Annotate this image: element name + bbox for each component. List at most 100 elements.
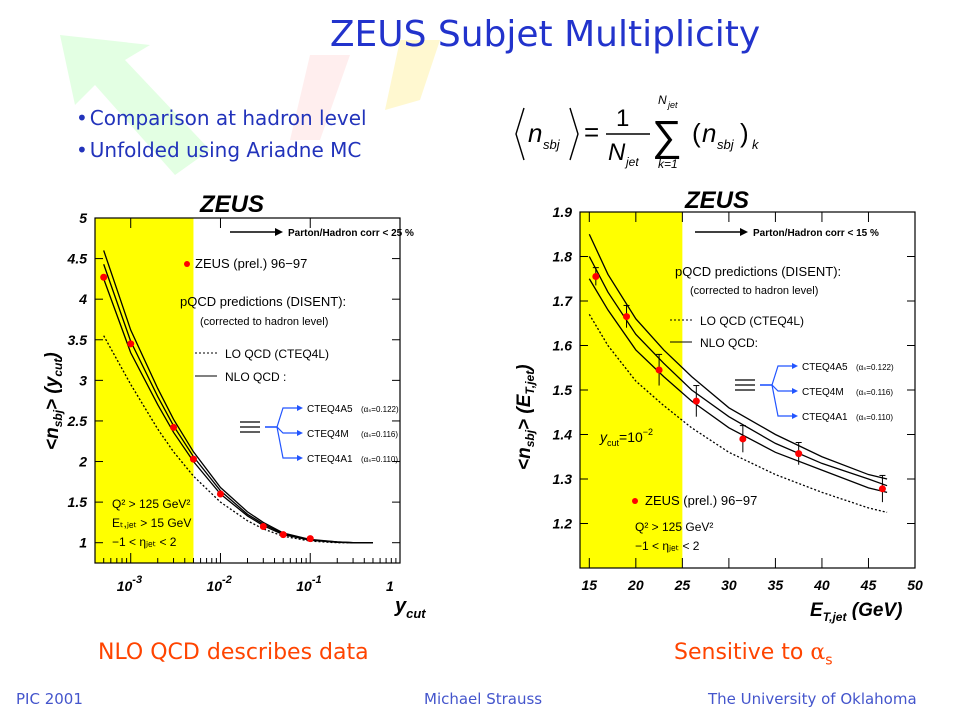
x-tick-label: 1 xyxy=(386,578,394,594)
y-tick-label: 4 xyxy=(78,291,87,307)
alpha-value-label: (αₛ=0.116) xyxy=(361,430,398,439)
data-point xyxy=(592,273,600,281)
x-tick-label: 40 xyxy=(813,577,830,593)
arrow-head xyxy=(740,228,748,236)
kinematic-cut-label: Q² > 125 GeV² xyxy=(635,520,713,534)
y-tick-label: 3 xyxy=(79,372,87,388)
parton-hadron-label: Parton/Hadron corr < 15 % xyxy=(753,228,879,239)
arrow-head xyxy=(275,228,283,236)
pqcd-label: pQCD predictions (DISENT): xyxy=(675,264,841,279)
pdf-arrow xyxy=(265,426,299,434)
alpha-value-label: (αₛ=0.110) xyxy=(856,413,893,422)
alpha-value-label: (αₛ=0.116) xyxy=(856,388,893,397)
pdf-arrow-head xyxy=(792,388,798,394)
alpha-value-label: (αₛ=0.122) xyxy=(361,405,399,414)
data-point xyxy=(692,397,700,405)
x-tick-label: 10-1 xyxy=(296,574,321,594)
nlo-legend-label: NLO QCD : xyxy=(225,370,286,384)
y-tick-label: 2 xyxy=(78,454,87,470)
pdf-label-cteq4a1: CTEQ4A1 xyxy=(802,412,848,423)
y-tick-label: 1 xyxy=(79,535,87,551)
chart-left-xlabel: ycut xyxy=(394,595,426,621)
series-line-cteq4a1 xyxy=(103,278,373,544)
y-tick-label: 1.4 xyxy=(553,427,573,443)
lo-legend-label: LO QCD (CTEQ4L) xyxy=(225,347,329,361)
y-tick-label: 1.9 xyxy=(553,204,573,220)
pdf-label-cteq4a5: CTEQ4A5 xyxy=(802,362,848,373)
data-point xyxy=(216,490,224,498)
pdf-arrow xyxy=(760,365,794,386)
data-point xyxy=(739,435,747,443)
y-tick-label: 1.5 xyxy=(68,494,88,510)
chart-right-ylabel: <nsbj> (ET,jet) xyxy=(514,364,537,470)
x-tick-label: 20 xyxy=(627,577,644,593)
footer-author: Michael Strauss xyxy=(424,690,543,708)
corrected-label: (corrected to hadron level) xyxy=(200,316,328,328)
pdf-label-cteq4m: CTEQ4M xyxy=(307,429,349,440)
svg-text:ET,jet (GeV): ET,jet (GeV) xyxy=(810,600,902,624)
svg-text:): ) xyxy=(740,118,749,148)
chart-subjet-vs-ycut: ZEUS 1 1.5 2 2.5 3 3.5 4 4.5 5 10-3 10-2 10-1 1 Parto… xyxy=(42,191,426,621)
x-tick-label: 30 xyxy=(721,577,737,593)
series-line-cteq4m xyxy=(588,256,888,487)
pdf-label-cteq4m: CTEQ4M xyxy=(802,387,844,398)
caption-left: NLO QCD describes data xyxy=(98,640,369,665)
corrected-label: (corrected to hadron level) xyxy=(690,285,818,297)
x-tick-label: 10-2 xyxy=(206,574,231,594)
nlo-legend-label: NLO QCD: xyxy=(700,336,758,350)
svg-text:n: n xyxy=(528,118,542,148)
y-tick-label: 5 xyxy=(79,210,87,226)
background-arrows xyxy=(60,35,440,175)
pdf-arrow xyxy=(760,384,794,392)
y-tick-label: 3.5 xyxy=(68,332,88,348)
svg-text:(: ( xyxy=(692,118,701,148)
svg-text:=: = xyxy=(584,117,599,147)
y-tick-label: 1.2 xyxy=(553,516,573,532)
pdf-arrow xyxy=(265,407,299,428)
svg-text:jet: jet xyxy=(624,155,639,169)
footer-institution: The University of Oklahoma xyxy=(708,690,917,708)
data-legend-marker xyxy=(184,261,190,267)
kinematic-cut-label: −1 < ηⱼₑₜ < 2 xyxy=(635,539,700,553)
y-tick-label: 1.6 xyxy=(553,338,573,354)
bullet-unfolded: • Unfolded using Ariadne MC xyxy=(76,138,362,162)
y-tick-label: 2.5 xyxy=(67,413,88,429)
svg-text:<nsbj> (ET,jet): <nsbj> (ET,jet) xyxy=(514,364,537,470)
y-tick-label: 1.5 xyxy=(553,382,573,398)
parton-hadron-label: Parton/Hadron corr < 25 % xyxy=(288,228,414,239)
alpha-value-label: (αₛ=0.122) xyxy=(856,363,894,372)
svg-text:N: N xyxy=(658,93,667,107)
pdf-arrow-head xyxy=(792,413,798,419)
chart-subjet-vs-et: ZEUS 1.2 1.3 1.4 1.5 1.6 1.7 1.8 1.9 15 20 25 30 35 4… xyxy=(514,187,923,624)
series-line-cteq4a1 xyxy=(588,278,888,493)
chart-left-ylabel: <nsbj> (ycut) xyxy=(42,352,65,450)
pqcd-label: pQCD predictions (DISENT): xyxy=(180,294,346,309)
x-tick-label: 45 xyxy=(860,577,877,593)
data-point xyxy=(795,450,803,458)
pdf-arrow xyxy=(760,384,794,417)
x-tick-label: 10-3 xyxy=(117,574,142,594)
svg-text:jet: jet xyxy=(667,100,678,110)
pdf-label-cteq4a1: CTEQ4A1 xyxy=(307,454,353,465)
chart-right-xlabel: ET,jet (GeV) xyxy=(810,600,902,624)
y-tick-label: 1.7 xyxy=(553,293,574,309)
svg-text:k=1: k=1 xyxy=(658,157,678,171)
multiplicity-formula: n sbj = 1 N jet N jet ∑ k=1 ( n sbj ) k xyxy=(515,93,760,171)
svg-text:n: n xyxy=(702,118,716,148)
series-line-lo-qcd-cteq4l- xyxy=(103,335,373,544)
series-line-cteq4a5 xyxy=(588,233,888,480)
svg-text:1: 1 xyxy=(616,105,629,132)
data-point xyxy=(279,531,287,539)
data-legend-marker xyxy=(632,498,638,504)
pdf-arrow-head xyxy=(297,455,303,461)
ycut-label: ycut=10−2 xyxy=(599,427,653,448)
pdf-label-cteq4a5: CTEQ4A5 xyxy=(307,404,353,415)
kinematic-cut-label: Eₜ,ⱼₑₜ > 15 GeV xyxy=(112,516,191,530)
kinematic-cut-label: Q² > 125 GeV² xyxy=(112,497,190,511)
chart-left-title: ZEUS xyxy=(199,191,264,218)
alpha-value-label: (αₛ=0.110) xyxy=(361,455,398,464)
svg-text:<nsbj> (ycut): <nsbj> (ycut) xyxy=(42,352,65,450)
data-point xyxy=(259,522,267,530)
pdf-arrow-head xyxy=(297,405,303,411)
series-line-lo-qcd-cteq4l- xyxy=(588,314,888,514)
